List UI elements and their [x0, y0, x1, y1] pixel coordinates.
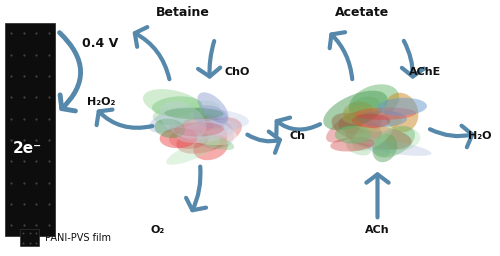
- Ellipse shape: [160, 128, 198, 148]
- Ellipse shape: [324, 91, 388, 130]
- Ellipse shape: [182, 118, 214, 132]
- Ellipse shape: [166, 138, 220, 165]
- Text: H₂O₂: H₂O₂: [88, 97, 116, 108]
- Ellipse shape: [338, 111, 382, 134]
- Ellipse shape: [350, 138, 432, 156]
- Text: ChO: ChO: [225, 67, 250, 77]
- Text: Betaine: Betaine: [156, 6, 210, 19]
- Ellipse shape: [378, 98, 427, 115]
- Text: Ch: Ch: [290, 131, 306, 141]
- Ellipse shape: [343, 102, 373, 121]
- Ellipse shape: [372, 134, 398, 162]
- Ellipse shape: [330, 137, 374, 152]
- Text: PANI-PVS film: PANI-PVS film: [45, 232, 111, 243]
- Ellipse shape: [326, 108, 378, 143]
- Ellipse shape: [176, 101, 220, 126]
- Ellipse shape: [152, 96, 202, 116]
- Ellipse shape: [149, 106, 198, 133]
- Ellipse shape: [164, 108, 224, 119]
- Ellipse shape: [177, 120, 238, 143]
- Ellipse shape: [372, 126, 415, 158]
- Ellipse shape: [352, 118, 393, 151]
- Text: AChE: AChE: [409, 67, 441, 77]
- Ellipse shape: [154, 119, 185, 138]
- Bar: [20, 229, 39, 246]
- Ellipse shape: [194, 133, 234, 150]
- Ellipse shape: [186, 113, 234, 149]
- Ellipse shape: [348, 84, 400, 121]
- Text: ACh: ACh: [365, 225, 390, 236]
- Ellipse shape: [384, 93, 418, 132]
- Ellipse shape: [198, 115, 228, 147]
- Ellipse shape: [364, 136, 390, 157]
- Bar: [5, 23, 55, 236]
- Ellipse shape: [160, 101, 206, 138]
- Ellipse shape: [332, 113, 382, 142]
- Ellipse shape: [152, 108, 192, 125]
- Text: 0.4 V: 0.4 V: [82, 37, 119, 50]
- Ellipse shape: [339, 126, 386, 144]
- Ellipse shape: [193, 105, 228, 129]
- Ellipse shape: [354, 108, 416, 120]
- Ellipse shape: [183, 122, 228, 140]
- Text: H₂O: H₂O: [468, 131, 492, 141]
- Text: Acetate: Acetate: [336, 6, 390, 19]
- Ellipse shape: [176, 117, 242, 154]
- Ellipse shape: [350, 97, 380, 115]
- Ellipse shape: [352, 108, 401, 132]
- Text: O₂: O₂: [150, 225, 164, 236]
- Ellipse shape: [194, 134, 228, 160]
- Ellipse shape: [198, 92, 228, 123]
- Ellipse shape: [174, 122, 224, 136]
- Ellipse shape: [169, 129, 208, 149]
- Ellipse shape: [358, 111, 407, 127]
- Ellipse shape: [346, 140, 371, 155]
- Ellipse shape: [346, 125, 412, 150]
- Ellipse shape: [169, 123, 206, 136]
- Ellipse shape: [172, 117, 237, 145]
- Text: 2e⁻: 2e⁻: [13, 141, 42, 156]
- Ellipse shape: [335, 125, 370, 144]
- Ellipse shape: [172, 109, 249, 130]
- Ellipse shape: [384, 127, 420, 150]
- Ellipse shape: [341, 106, 385, 125]
- Ellipse shape: [352, 114, 391, 128]
- Ellipse shape: [143, 89, 205, 120]
